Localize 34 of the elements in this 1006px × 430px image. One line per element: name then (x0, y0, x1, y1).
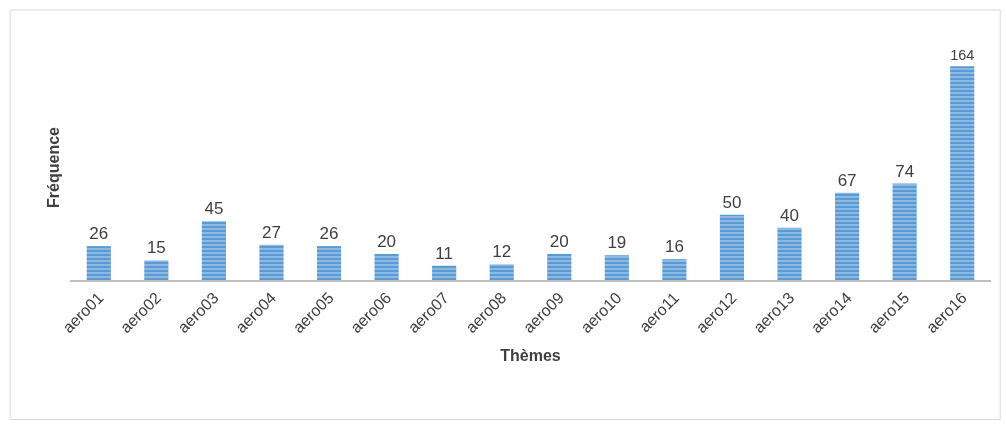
data-label: 16 (664, 237, 684, 257)
bar (950, 66, 975, 280)
bar (316, 246, 342, 280)
bar (547, 253, 572, 280)
data-label: 11 (435, 243, 453, 263)
bar (777, 227, 802, 280)
x-axis-title: Thèmes (500, 347, 561, 365)
bar (662, 259, 687, 280)
data-label: 15 (146, 238, 166, 258)
data-label: 40 (780, 205, 799, 225)
data-label: 20 (377, 231, 397, 251)
data-label: 20 (549, 231, 569, 251)
bar (432, 265, 457, 280)
data-label: 50 (722, 192, 742, 212)
bar (259, 244, 284, 280)
data-label: 164 (950, 46, 975, 63)
data-label: 26 (89, 224, 109, 244)
bar (489, 264, 514, 280)
data-label: 19 (607, 233, 627, 253)
bar (719, 214, 745, 280)
bar (604, 255, 629, 280)
bar (201, 221, 226, 280)
bar (86, 246, 111, 280)
bar (835, 192, 860, 280)
y-axis-title: Fréquence (44, 126, 62, 208)
bar (892, 183, 917, 280)
data-label: 74 (895, 161, 915, 181)
bar (374, 253, 399, 280)
data-label: 67 (837, 170, 857, 190)
data-label: 27 (262, 222, 281, 242)
data-label: 45 (204, 199, 224, 219)
bar (144, 260, 169, 280)
data-label: 26 (319, 224, 339, 244)
data-label: 12 (492, 242, 512, 262)
